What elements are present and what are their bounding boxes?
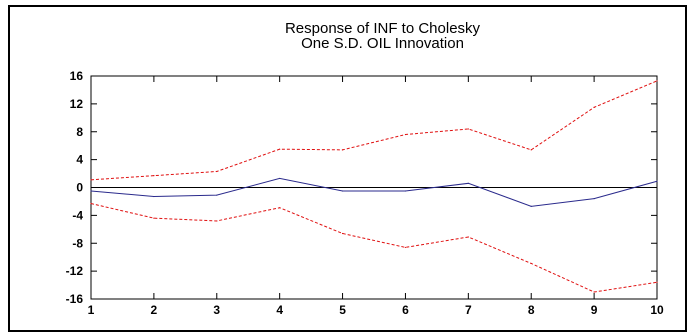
y-tick-label: -4 [72, 208, 83, 222]
data-point-lower-band [593, 291, 595, 293]
data-point-upper-band [467, 128, 469, 130]
x-tick-label: 5 [339, 303, 346, 317]
x-tick-label: 9 [591, 303, 598, 317]
x-tick-label: 2 [151, 303, 158, 317]
data-point-upper-band [656, 80, 658, 82]
data-point-upper-band [153, 175, 155, 177]
data-point-lower-band [530, 262, 532, 265]
y-tick-label: 16 [70, 69, 84, 83]
x-tick-label: 8 [528, 303, 535, 317]
data-point-upper-band [279, 148, 281, 150]
series-line-upper-band [90, 80, 658, 181]
y-tick-label: -12 [66, 264, 84, 278]
series-line-response [90, 177, 658, 207]
data-point-lower-band [153, 217, 155, 219]
chart-title-line-1: Response of INF to Cholesky [284, 20, 481, 37]
x-tick-label: 4 [276, 303, 283, 317]
y-tick-label: 8 [76, 125, 83, 139]
chart-title-line-2: One S.D. OIL Innovation [301, 35, 464, 52]
y-tick-label: 0 [76, 181, 83, 195]
data-point-lower-band [656, 281, 658, 283]
y-tick-label: 12 [70, 97, 84, 111]
data-point-response [656, 180, 658, 182]
chart-title: Response of INF to Cholesky One S.D. OIL… [0, 21, 695, 51]
data-point-lower-band [467, 236, 469, 238]
data-point-response [341, 190, 344, 192]
data-point-lower-band [90, 202, 92, 205]
x-tick-label: 1 [88, 303, 95, 317]
data-point-lower-band [216, 220, 218, 222]
y-tick-label: -16 [66, 292, 84, 306]
data-point-upper-band [404, 133, 407, 136]
data-point-lower-band [404, 246, 407, 249]
data-point-lower-band [341, 232, 344, 235]
series-line-lower-band [90, 203, 658, 293]
y-tick-label: 4 [76, 153, 83, 167]
chart-frame [8, 5, 687, 332]
data-point-response [404, 190, 407, 192]
data-point-response [467, 182, 469, 184]
y-tick-label: -8 [72, 236, 83, 250]
data-point-upper-band [530, 149, 532, 151]
data-point-response [279, 177, 281, 180]
data-point-response [593, 198, 595, 200]
data-point-lower-band [279, 207, 281, 209]
data-point-upper-band [90, 179, 92, 181]
data-point-response [216, 194, 218, 196]
data-point-upper-band [341, 149, 344, 151]
x-tick-label: 10 [650, 303, 664, 317]
data-point-upper-band [593, 106, 595, 108]
x-tick-label: 3 [213, 303, 220, 317]
x-tick-label: 6 [402, 303, 409, 317]
data-point-upper-band [216, 170, 218, 173]
data-point-response [153, 195, 155, 198]
data-point-response [90, 190, 92, 192]
data-point-response [530, 205, 532, 207]
x-tick-label: 7 [465, 303, 472, 317]
